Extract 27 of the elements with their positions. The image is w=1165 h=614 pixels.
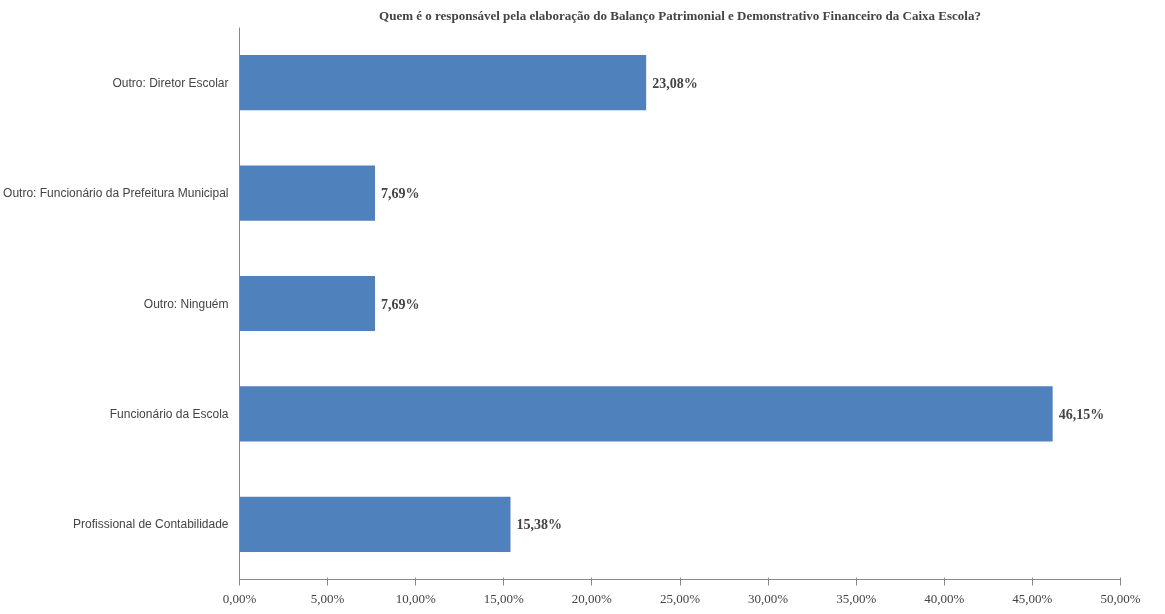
x-tick-label: 20,00%: [571, 590, 613, 606]
data-label: 15,38%: [516, 517, 562, 533]
y-tick-label: Outro: Funcionário da Prefeitura Municipal: [3, 186, 229, 201]
bar: [239, 496, 511, 552]
x-tick-label: 25,00%: [659, 590, 701, 606]
bar: [239, 55, 647, 111]
x-tick-label: 35,00%: [836, 590, 877, 606]
x-tick-label: 10,00%: [395, 590, 436, 606]
bar: [239, 275, 375, 332]
chart-title: Quem é o responsável pela elaboração do Balanço Patrimonial e Demonstrativo Financeiro da Caixa Escola?: [379, 7, 981, 23]
y-tick-label: Profissional de Contabilidade: [73, 517, 229, 532]
data-label: 7,69%: [381, 296, 420, 312]
data-label: 23,08%: [652, 75, 698, 91]
y-tick-label: Funcionário da Escola: [109, 406, 229, 421]
y-tick-label: Outro: Ninguém: [143, 296, 229, 311]
x-tick-label: 40,00%: [924, 590, 965, 606]
x-tick-label: 15,00%: [483, 590, 525, 606]
data-label: 46,15%: [1058, 406, 1105, 422]
y-tick-label: Outro: Diretor Escolar: [112, 75, 229, 90]
x-tick-label: 50,00%: [1100, 590, 1141, 606]
x-tick-label: 30,00%: [748, 590, 789, 606]
bar: [239, 165, 375, 221]
x-tick-label: 0,00%: [222, 590, 257, 606]
x-tick-label: 45,00%: [1012, 590, 1053, 606]
bar: [239, 386, 1053, 442]
data-label: 7,69%: [381, 186, 420, 202]
x-tick-label: 5,00%: [310, 590, 345, 606]
